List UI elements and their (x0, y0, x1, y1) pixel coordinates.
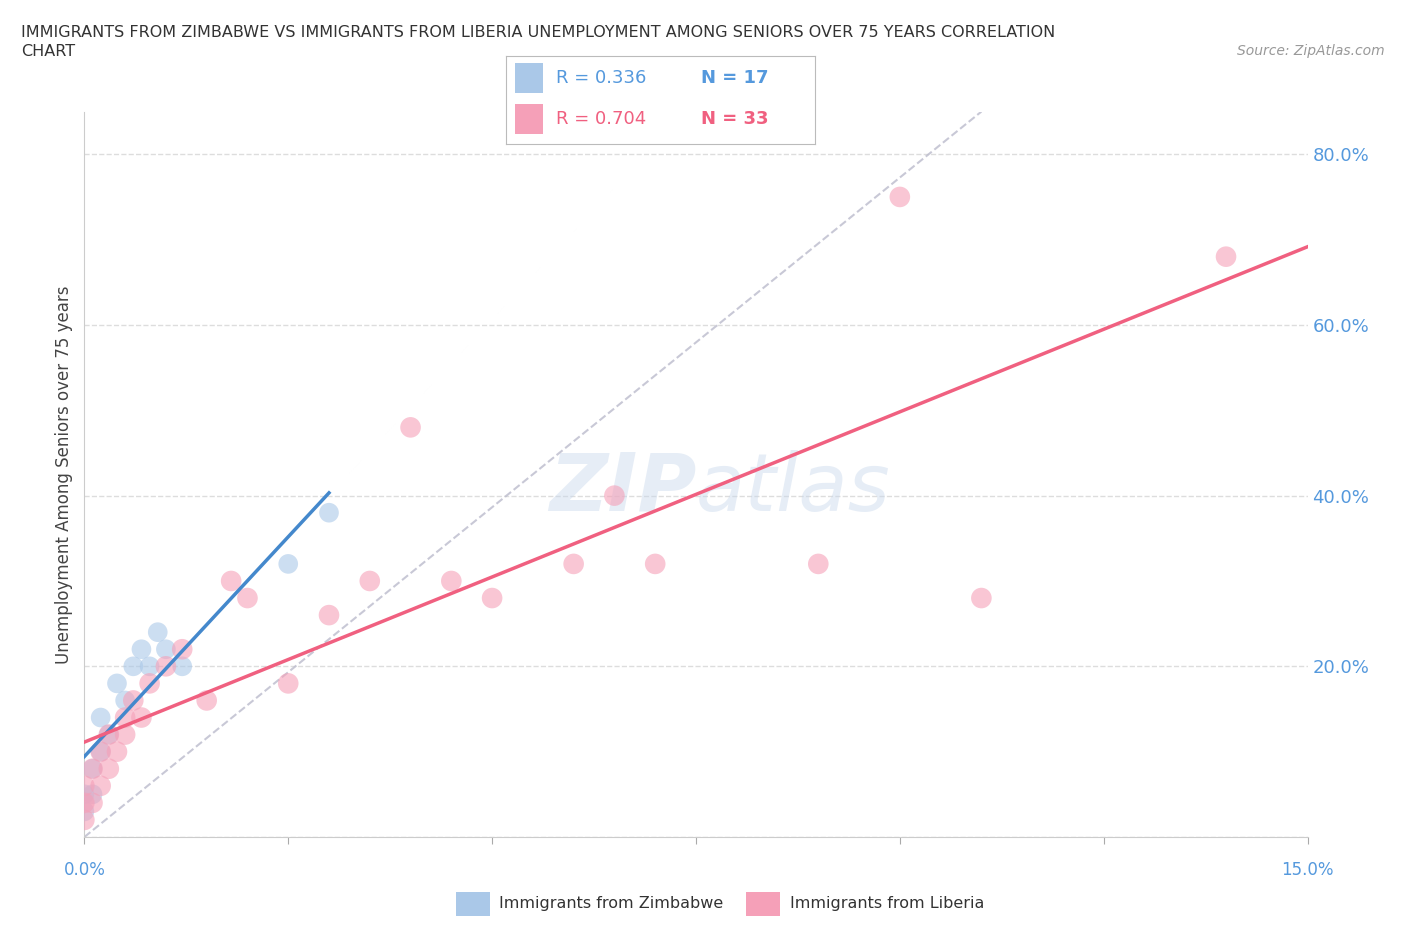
Point (277, 556, 299, 571)
Point (114, 711, 136, 725)
Point (114, 693, 136, 708)
Point (105, 744, 128, 759)
Text: R = 0.704: R = 0.704 (555, 110, 645, 127)
Point (82, 795, 104, 810)
Point (155, 658, 177, 673)
Point (970, 591, 993, 605)
Point (73, 778, 96, 793)
Point (73, 813, 96, 828)
Bar (747, 892, 780, 916)
Point (359, 574, 381, 589)
Point (277, 676, 299, 691)
Text: N = 33: N = 33 (702, 110, 769, 127)
Text: atlas: atlas (696, 450, 891, 528)
Text: Immigrants from Liberia: Immigrants from Liberia (790, 896, 984, 910)
Point (90, 744, 112, 759)
Text: CHART: CHART (21, 44, 75, 59)
Point (318, 505, 340, 520)
Point (807, 556, 830, 571)
Point (172, 658, 194, 673)
Point (562, 556, 585, 571)
Point (97, 762, 120, 777)
Point (1215, 249, 1237, 264)
Point (90, 744, 112, 759)
Point (195, 693, 218, 708)
Point (82, 787, 104, 802)
Point (131, 711, 153, 725)
Point (399, 420, 422, 435)
Bar (516, 103, 543, 134)
Point (440, 574, 463, 589)
Point (122, 693, 145, 708)
Point (122, 658, 145, 673)
Point (82, 762, 104, 777)
Point (73, 804, 96, 818)
Point (138, 676, 160, 691)
Text: N = 17: N = 17 (702, 69, 769, 86)
Point (131, 642, 153, 657)
Point (97, 727, 120, 742)
Text: R = 0.336: R = 0.336 (555, 69, 645, 86)
Text: 15.0%: 15.0% (1281, 860, 1334, 879)
Point (82, 762, 104, 777)
Point (138, 658, 160, 673)
Point (90, 778, 112, 793)
Point (603, 488, 626, 503)
Point (172, 642, 194, 657)
Text: IMMIGRANTS FROM ZIMBABWE VS IMMIGRANTS FROM LIBERIA UNEMPLOYMENT AMONG SENIORS O: IMMIGRANTS FROM ZIMBABWE VS IMMIGRANTS F… (21, 25, 1056, 40)
Point (114, 727, 136, 742)
Point (644, 556, 666, 571)
Text: ZIP: ZIP (548, 450, 696, 528)
Point (155, 642, 177, 657)
Point (73, 795, 96, 810)
Text: Immigrants from Zimbabwe: Immigrants from Zimbabwe (499, 896, 723, 910)
Point (146, 625, 169, 640)
Bar (456, 892, 489, 916)
Text: Source: ZipAtlas.com: Source: ZipAtlas.com (1237, 44, 1385, 59)
Point (105, 676, 128, 691)
Point (73, 787, 96, 802)
Point (236, 591, 259, 605)
Point (219, 574, 242, 589)
Point (318, 607, 340, 622)
Point (97, 727, 120, 742)
Text: 0.0%: 0.0% (63, 860, 105, 879)
Point (90, 711, 112, 725)
Point (481, 591, 503, 605)
Y-axis label: Unemployment Among Seniors over 75 years: Unemployment Among Seniors over 75 years (55, 286, 73, 663)
Point (889, 190, 911, 205)
Bar (516, 63, 543, 93)
